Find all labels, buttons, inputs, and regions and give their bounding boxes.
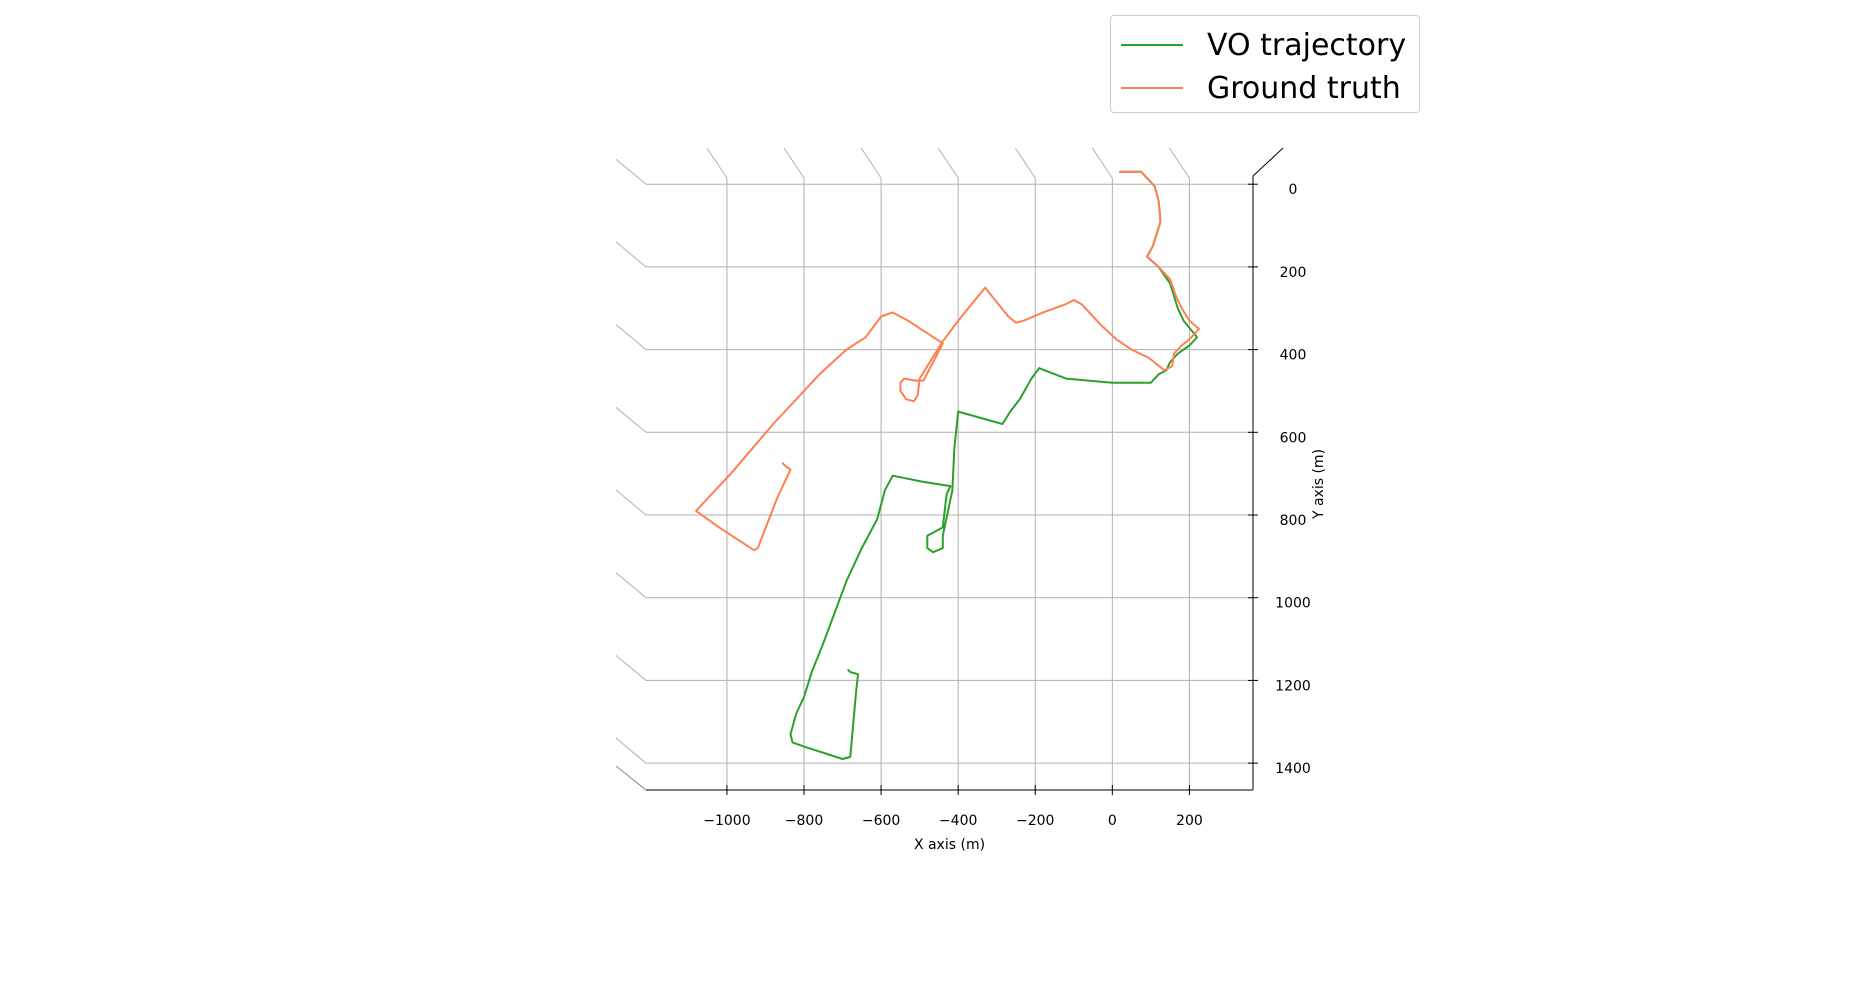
legend-line-vo (1121, 44, 1183, 46)
y-tick-label: 0 (1289, 182, 1298, 198)
series-ground-truth (695, 170, 1200, 552)
x-tick-label: −400 (939, 813, 977, 829)
y-grid-line (615, 655, 1253, 681)
y-tick-label: 1000 (1275, 596, 1311, 612)
x-axis-label: X axis (m) (914, 837, 985, 853)
y-grid-line (615, 572, 1253, 599)
legend-line-ground-truth (1121, 87, 1183, 89)
x-grid-line (937, 147, 959, 790)
legend: VO trajectory Ground truth (1110, 15, 1420, 113)
y-tick-label: 600 (1280, 430, 1307, 446)
grid-layer (615, 147, 1253, 790)
y-axis-label: Y axis (m) (1311, 449, 1327, 520)
series-layer (695, 170, 1200, 760)
y-grid-line (615, 489, 1253, 516)
legend-item-vo: VO trajectory (1121, 25, 1406, 65)
x-grid-line (860, 147, 882, 790)
x-grid-line (1091, 147, 1113, 790)
y-tick-label: 1400 (1275, 761, 1311, 777)
y-grid-line (615, 158, 1253, 185)
legend-label-vo: VO trajectory (1207, 27, 1407, 63)
x-grid-line (706, 147, 728, 790)
x-tick-label: −1000 (703, 813, 750, 829)
x-grid-line (1168, 147, 1190, 790)
y-grid-line (615, 241, 1253, 268)
axes-layer: −1000 −800 −600 −400 −200 0 200 0 200 400 600 800 10… (615, 147, 1311, 829)
y-tick-label: 800 (1280, 513, 1307, 529)
x-grid-line (783, 147, 805, 790)
x-tick-label: −600 (862, 813, 900, 829)
x-tick-label: −800 (785, 813, 823, 829)
corner-edge (1252, 147, 1284, 177)
y-grid-line (615, 406, 1253, 433)
series-vo-trajectory (789, 170, 1199, 760)
y-grid-line (615, 324, 1253, 351)
bottom-back-edge (615, 765, 647, 791)
x-tick-label: 0 (1108, 813, 1117, 829)
legend-item-ground-truth: Ground truth (1121, 68, 1401, 108)
y-tick-label: 200 (1280, 265, 1307, 281)
legend-label-ground-truth: Ground truth (1207, 70, 1401, 106)
x-tick-label: 200 (1176, 813, 1203, 829)
x-tick-label: −200 (1016, 813, 1054, 829)
y-tick-label: 1200 (1275, 678, 1311, 694)
x-grid-line (1014, 147, 1036, 790)
y-tick-label: 400 (1280, 348, 1307, 364)
y-grid-line (615, 737, 1253, 764)
